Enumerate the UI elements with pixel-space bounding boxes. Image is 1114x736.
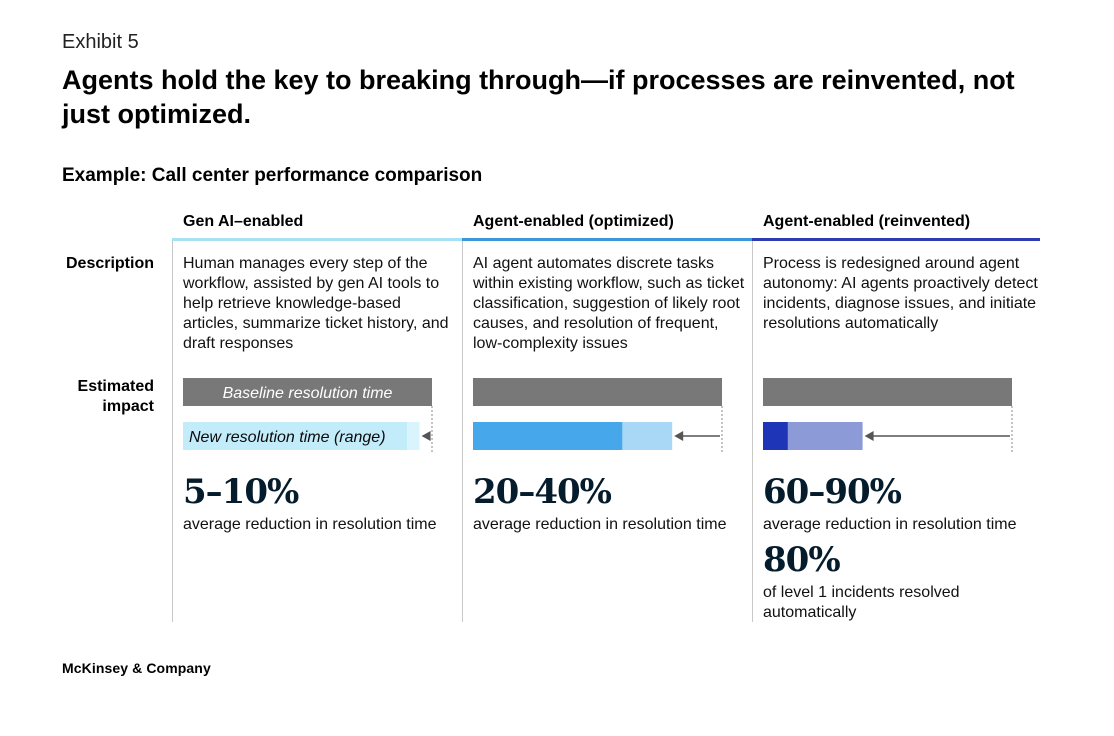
stat-value: 5–10% [183, 472, 299, 512]
impact-bars-svg: Baseline resolution time New resolution t… [183, 378, 433, 452]
new-time-min-bar [183, 422, 408, 450]
column-heading: Gen AI–enabled [183, 213, 304, 230]
stat-label: average reduction in resolution time [763, 516, 1017, 533]
impact-bars [462, 375, 752, 455]
baseline-bar [183, 378, 432, 406]
column-heading: Agent-enabled (reinvented) [763, 213, 971, 230]
column-description: AI agent automates discrete tasks within… [473, 255, 745, 352]
baseline-bar-label: Baseline resolution time [223, 385, 393, 402]
column-rule [172, 238, 462, 241]
stat-value: 20–40% [473, 472, 612, 512]
impact-bars: Baseline resolution time New resolution t… [172, 375, 462, 455]
footer-logo-text: McKinsey & Company [62, 660, 211, 676]
chart-subtitle: Example: Call center performance compari… [62, 165, 483, 186]
exhibit-label: Exhibit 5 [62, 31, 139, 53]
column-rule [752, 238, 1040, 241]
new-time-range-bar [787, 422, 863, 450]
stat-label: average reduction in resolution time [473, 516, 727, 533]
new-time-min-bar [473, 422, 623, 450]
column-agent-optimized: Agent-enabled (optimized) AI agent autom… [462, 210, 752, 622]
page-title: Agents hold the key to breaking through—… [62, 65, 1015, 129]
column-description: Process is redesigned around agent auton… [763, 255, 1038, 332]
new-time-range-bar [622, 422, 673, 450]
column-gen-ai: Gen AI–enabled Human manages every step … [172, 210, 462, 622]
reduction-arrow-head [674, 431, 684, 441]
column-description: Human manages every step of the workflow… [183, 255, 449, 352]
reduction-arrow-head [864, 431, 874, 441]
stat-value: 60–90% [763, 472, 902, 512]
new-time-range-bar [407, 422, 420, 450]
impact-bars [752, 375, 1042, 455]
baseline-bar [473, 378, 722, 406]
stat-value-secondary: 80% [763, 540, 841, 580]
column-heading: Agent-enabled (optimized) [473, 213, 674, 230]
impact-bars-svg [763, 378, 1013, 452]
reduction-arrow-head [421, 431, 431, 441]
column-divider [172, 240, 173, 622]
column-divider [462, 240, 463, 622]
new-time-bar-label: New resolution time (range) [189, 429, 386, 446]
row-label-description: Description [65, 255, 154, 272]
column-rule [462, 238, 752, 241]
impact-bars-svg [473, 378, 723, 452]
row-label-impact: Estimated impact [77, 378, 154, 415]
column-divider [752, 240, 753, 622]
baseline-bar [763, 378, 1012, 406]
stat-label: average reduction in resolution time [183, 516, 437, 533]
stat-label-secondary: of level 1 incidents resolved automatica… [763, 584, 960, 621]
column-agent-reinvented: Agent-enabled (reinvented) Process is re… [752, 210, 1040, 622]
new-time-min-bar [763, 422, 788, 450]
